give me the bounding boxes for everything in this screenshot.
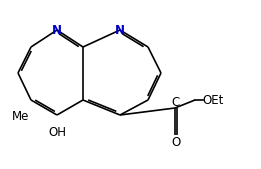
- Text: C: C: [171, 96, 179, 110]
- Text: O: O: [171, 137, 181, 150]
- Text: N: N: [115, 23, 125, 37]
- Text: OEt: OEt: [202, 93, 224, 106]
- Text: N: N: [52, 23, 62, 37]
- Text: Me: Me: [12, 111, 30, 124]
- Text: OH: OH: [48, 126, 66, 139]
